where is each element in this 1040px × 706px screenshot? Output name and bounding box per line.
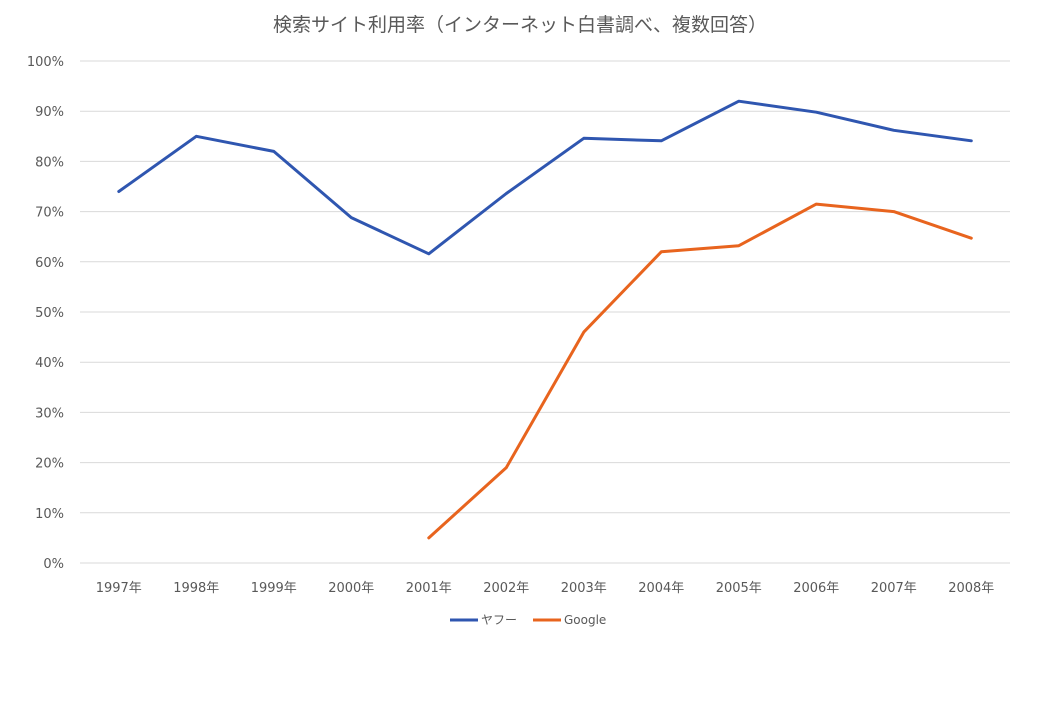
y-tick-label: 0% (43, 557, 64, 572)
x-tick-label: 2002年 (483, 581, 529, 596)
y-tick-label: 40% (35, 356, 64, 371)
y-tick-label: 70% (35, 206, 64, 221)
x-tick-label: 2000年 (328, 581, 374, 596)
x-axis-ticks: 1997年 1998年 1999年 2000年 2001年 2002年 2003年 2004年… (96, 581, 995, 596)
y-tick-label: 30% (35, 406, 64, 421)
y-tick-label: 50% (35, 306, 64, 321)
chart-title: 検索サイト利用率（インターネット白書調べ、複数回答） (272, 14, 767, 36)
legend: ヤフー Google (450, 613, 606, 627)
y-tick-label: 20% (35, 457, 64, 472)
y-axis-ticks: 0% 10% 20% 30% 40% 50% 60% 70% 80% 90% 100% (27, 55, 64, 572)
legend-label: ヤフー (481, 613, 517, 627)
x-tick-label: 2005年 (716, 581, 762, 596)
y-tick-label: 80% (35, 155, 64, 170)
x-tick-label: 1999年 (251, 581, 297, 596)
x-tick-label: 2008年 (948, 581, 994, 596)
series-line-1 (117, 99, 973, 256)
y-tick-label: 10% (35, 507, 64, 522)
x-tick-label: 2007年 (871, 581, 917, 596)
y-tick-label: 60% (35, 256, 64, 271)
x-tick-label: 2004年 (638, 581, 684, 596)
y-tick-label: 100% (27, 55, 64, 70)
x-tick-label: 2006年 (793, 581, 839, 596)
x-tick-label: 1998年 (173, 581, 219, 596)
series-line-2 (427, 202, 973, 540)
series-lines (117, 99, 973, 540)
x-tick-label: 1997年 (96, 581, 142, 596)
y-tick-label: 90% (35, 105, 64, 120)
x-tick-label: 2001年 (406, 581, 452, 596)
legend-label: Google (564, 613, 606, 627)
gridlines (80, 60, 1010, 564)
x-tick-label: 2003年 (561, 581, 607, 596)
